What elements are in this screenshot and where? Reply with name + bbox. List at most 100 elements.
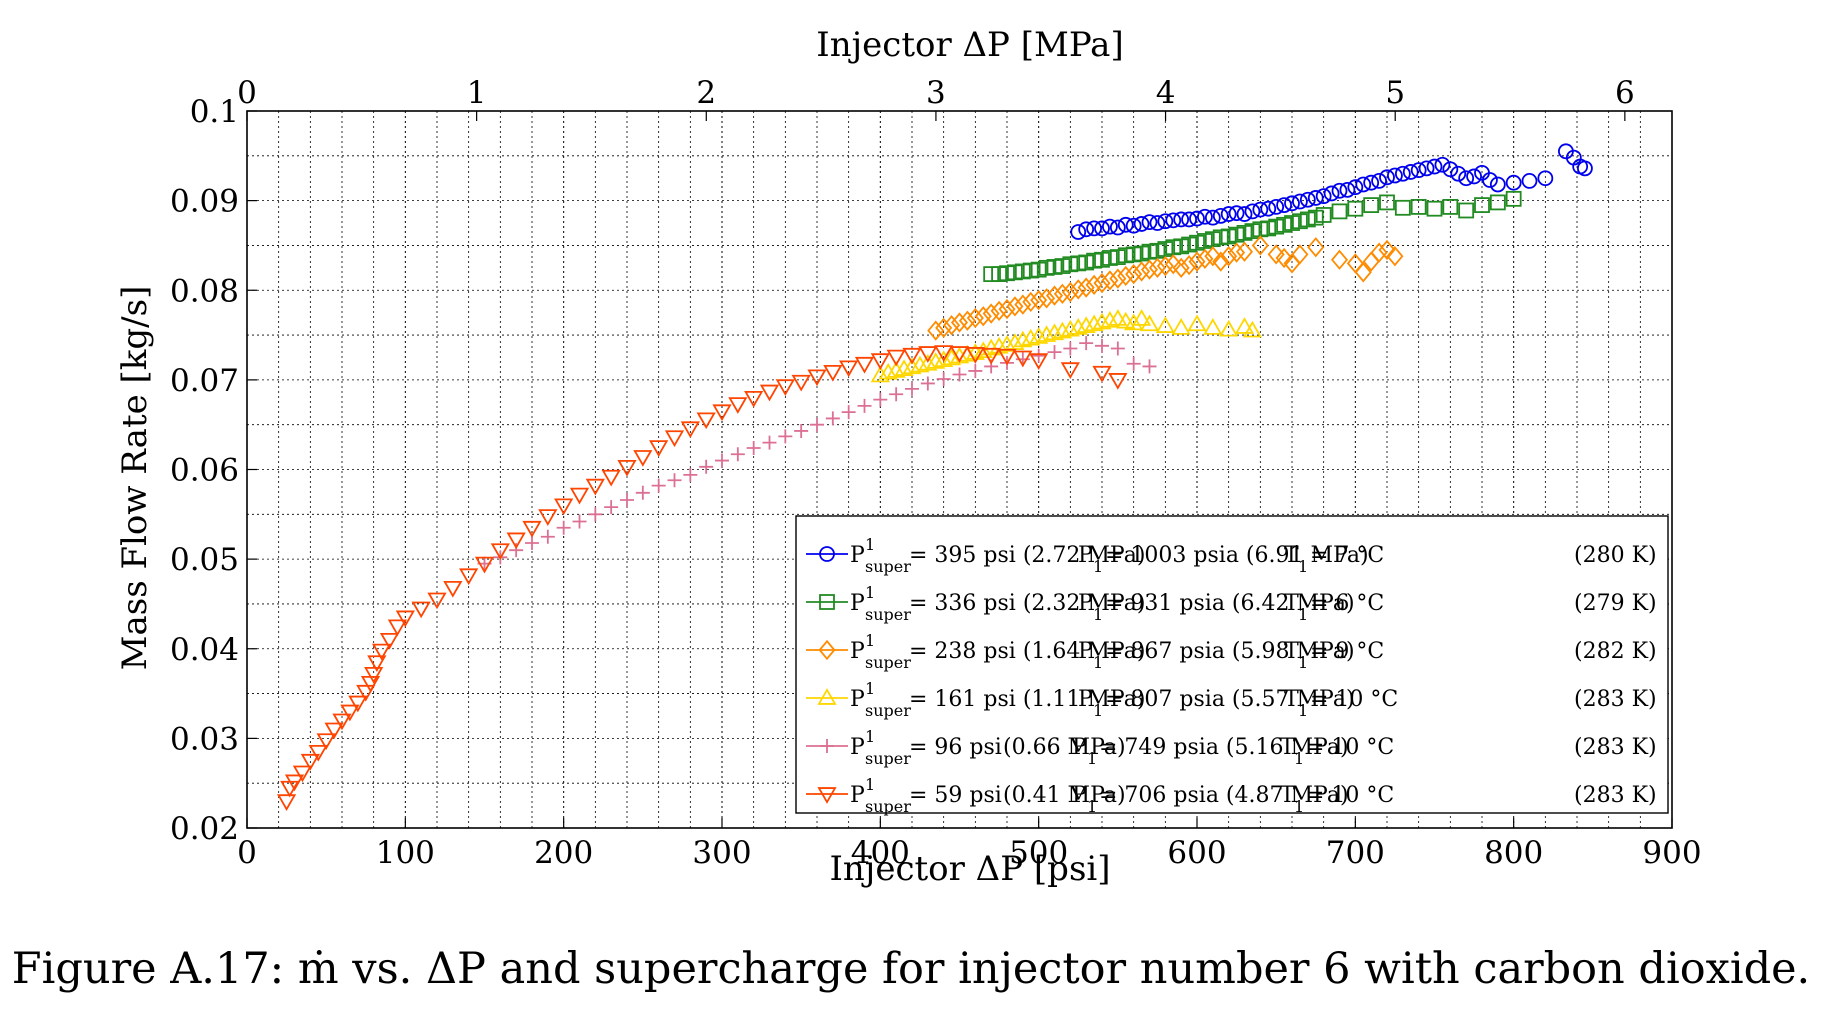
data-point — [1079, 336, 1094, 351]
data-point — [973, 341, 993, 359]
data-point — [1466, 168, 1482, 185]
data-point — [664, 430, 685, 448]
data-point — [1292, 213, 1308, 230]
x2-axis-label: Injector ΔP [MPa] — [816, 25, 1123, 65]
data-point — [1187, 314, 1207, 332]
data-point — [364, 666, 384, 684]
legend-subscript: super — [865, 701, 911, 720]
data-point — [1379, 169, 1395, 186]
data-point — [569, 487, 590, 505]
data-point — [667, 473, 682, 488]
data-point — [1084, 314, 1104, 332]
y-axis-label: Mass Flow Rate [kg/s] — [115, 286, 155, 671]
data-point — [1228, 242, 1246, 263]
data-point — [1172, 257, 1190, 278]
data-point — [854, 356, 875, 374]
data-point — [794, 423, 809, 438]
legend-text: (0.66 MPa) — [1003, 735, 1126, 760]
chart: 0 100 200 300 400 500 600 700 800 900 0.02 0.03 0.04… — [115, 25, 1702, 889]
data-point — [276, 794, 297, 811]
legend-text: (279 K) — [1574, 591, 1657, 616]
data-point — [1181, 236, 1197, 253]
data-point — [966, 307, 984, 329]
data-point — [1117, 216, 1134, 233]
data-point — [1521, 173, 1538, 189]
y-tick-label: 0.07 — [170, 363, 239, 399]
data-point — [902, 357, 922, 375]
data-point — [1197, 208, 1213, 225]
data-point — [1093, 272, 1111, 294]
data-point — [1442, 161, 1459, 178]
legend-text: = 96 psi — [909, 735, 1002, 760]
data-point — [1315, 207, 1332, 223]
data-point — [617, 459, 637, 477]
legend-text: = 395 psi (2.72 MPa) — [909, 543, 1145, 568]
data-point — [1092, 312, 1112, 330]
data-point — [997, 348, 1017, 366]
data-point — [839, 360, 859, 378]
data-point — [1307, 190, 1324, 206]
data-point — [1220, 206, 1237, 222]
data-point — [1117, 265, 1135, 287]
series-2 — [983, 190, 1522, 283]
legend-symbol: T — [1280, 783, 1295, 808]
data-point — [1307, 237, 1325, 258]
legend-subscript: 1 — [1087, 749, 1097, 768]
data-point — [1070, 224, 1087, 240]
legend-text: = 9 °C — [1310, 639, 1384, 664]
data-point — [823, 364, 843, 382]
data-point — [878, 362, 898, 380]
data-point — [728, 397, 748, 414]
legend-text: = 807 psia (5.57 MPa) — [1105, 687, 1355, 712]
data-point — [1212, 251, 1230, 272]
data-point — [1268, 198, 1285, 215]
data-point — [1125, 217, 1142, 234]
data-point — [1315, 188, 1332, 205]
series-layer — [276, 143, 1593, 811]
figure-caption: Figure A.17: ṁ vs. ΔP and supercharge fo… — [11, 944, 1811, 994]
x2-tick-label: 5 — [1385, 75, 1405, 111]
data-point — [1474, 197, 1490, 214]
data-point — [538, 509, 558, 526]
data-point — [1355, 176, 1372, 193]
data-point — [1133, 216, 1150, 232]
legend-symbol: P — [850, 639, 865, 664]
legend-symbol: P — [850, 783, 865, 808]
data-point — [1220, 246, 1238, 267]
data-point — [367, 655, 387, 673]
data-point — [1434, 156, 1451, 173]
data-point — [1244, 203, 1261, 220]
legend-subscript: 1 — [1298, 605, 1308, 624]
legend-superscript: 1 — [865, 631, 875, 650]
data-point — [968, 363, 983, 378]
series-1 — [1070, 143, 1593, 240]
data-point — [556, 520, 571, 535]
data-point — [1242, 320, 1263, 338]
data-point — [1260, 200, 1277, 217]
legend-subscript: 1 — [1093, 701, 1103, 720]
data-point — [894, 359, 914, 376]
x-axis-label: Injector ΔP [psi] — [829, 849, 1110, 889]
data-point — [1029, 326, 1049, 344]
legend-text: = 7 °C — [1310, 543, 1384, 568]
legend-symbol: P — [1078, 639, 1093, 664]
legend-symbol: T — [1284, 687, 1299, 712]
data-point — [886, 361, 906, 378]
data-point — [935, 317, 953, 339]
x-tick-label: 400 — [851, 835, 910, 871]
data-point — [1458, 202, 1475, 219]
data-point — [1275, 247, 1293, 269]
legend-text: = 10 °C — [1306, 783, 1394, 808]
legend-superscript: 1 — [865, 583, 875, 602]
data-point — [998, 298, 1016, 320]
y-tick-label: 0.06 — [170, 453, 239, 489]
data-point — [1418, 160, 1435, 177]
data-point — [1109, 249, 1126, 265]
data-point — [1029, 353, 1049, 371]
legend-subscript: super — [865, 605, 911, 624]
data-point — [1442, 198, 1459, 215]
series-6 — [276, 345, 1128, 811]
data-point — [983, 266, 1000, 283]
